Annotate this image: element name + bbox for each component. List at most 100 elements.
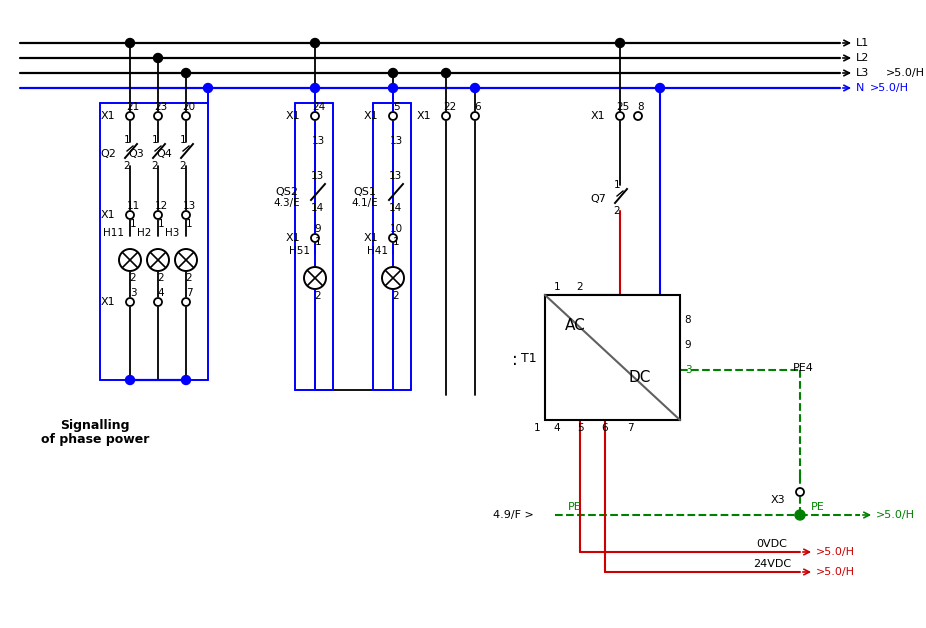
Text: 4: 4: [157, 288, 164, 298]
Circle shape: [204, 84, 212, 92]
Circle shape: [470, 84, 480, 92]
Circle shape: [389, 68, 397, 77]
Text: 4: 4: [554, 423, 560, 433]
Circle shape: [616, 112, 624, 120]
Text: X3: X3: [770, 495, 785, 505]
Text: 7: 7: [627, 423, 633, 433]
Text: 9: 9: [315, 224, 321, 234]
Text: 14: 14: [388, 203, 402, 213]
Text: H11: H11: [104, 228, 124, 238]
Text: 13: 13: [182, 201, 195, 211]
Circle shape: [389, 112, 397, 120]
Text: 4.3/E: 4.3/E: [274, 198, 300, 208]
Text: 23: 23: [155, 102, 168, 112]
Circle shape: [154, 112, 162, 120]
Text: 9: 9: [684, 340, 692, 350]
Text: 2: 2: [577, 282, 583, 292]
Text: 24VDC: 24VDC: [753, 559, 791, 569]
Text: 14: 14: [310, 203, 323, 213]
Text: 12: 12: [155, 201, 168, 211]
Text: X1: X1: [286, 233, 300, 243]
Text: 2: 2: [157, 273, 164, 283]
Text: X1: X1: [591, 111, 606, 121]
Text: PE: PE: [811, 502, 825, 512]
Circle shape: [126, 298, 134, 306]
Circle shape: [154, 298, 162, 306]
Text: H3: H3: [165, 228, 180, 238]
Text: 1: 1: [180, 135, 186, 145]
Circle shape: [311, 234, 319, 242]
Text: 1: 1: [130, 219, 136, 229]
Text: H51: H51: [290, 246, 310, 256]
Text: PE4: PE4: [793, 363, 813, 373]
Circle shape: [389, 234, 397, 242]
Text: 22: 22: [444, 102, 457, 112]
Text: 4.9/F >: 4.9/F >: [493, 510, 533, 520]
Text: Q4: Q4: [156, 149, 172, 159]
Text: 13: 13: [388, 171, 402, 181]
Text: >5.0/H: >5.0/H: [816, 547, 855, 557]
Text: AC: AC: [565, 318, 585, 332]
Text: Q3: Q3: [128, 149, 144, 159]
Text: 1: 1: [152, 135, 158, 145]
Circle shape: [126, 112, 134, 120]
Text: X1: X1: [364, 233, 379, 243]
Text: DC: DC: [629, 369, 651, 384]
Text: 5: 5: [393, 102, 399, 112]
Circle shape: [147, 249, 169, 271]
Text: 8: 8: [638, 102, 644, 112]
Text: 2: 2: [186, 273, 193, 283]
Circle shape: [471, 112, 479, 120]
Text: 2: 2: [614, 206, 620, 216]
Text: 2: 2: [152, 161, 158, 171]
Text: >5.0/H: >5.0/H: [816, 567, 855, 577]
Circle shape: [796, 488, 804, 496]
Text: 10: 10: [390, 224, 403, 234]
Text: L1: L1: [856, 38, 870, 48]
Circle shape: [181, 68, 191, 77]
Circle shape: [119, 249, 141, 271]
Text: 1: 1: [315, 237, 321, 247]
Text: 2: 2: [180, 161, 186, 171]
Circle shape: [389, 84, 397, 92]
Circle shape: [656, 84, 665, 92]
Circle shape: [382, 267, 404, 289]
Text: 20: 20: [182, 102, 195, 112]
Circle shape: [304, 267, 326, 289]
Text: >5.0/H: >5.0/H: [876, 510, 915, 520]
Text: 2: 2: [124, 161, 131, 171]
Text: L3: L3: [856, 68, 870, 78]
Text: PE: PE: [569, 502, 582, 512]
Text: 2: 2: [315, 291, 321, 301]
Text: 1: 1: [533, 423, 540, 433]
Circle shape: [795, 510, 805, 520]
Circle shape: [442, 68, 451, 77]
Text: 5: 5: [577, 423, 583, 433]
Text: X1: X1: [101, 111, 116, 121]
Circle shape: [154, 211, 162, 219]
Circle shape: [182, 211, 190, 219]
Text: QS1: QS1: [354, 187, 377, 197]
Text: of phase power: of phase power: [41, 433, 149, 447]
Circle shape: [616, 38, 624, 48]
Circle shape: [634, 112, 642, 120]
Text: 7: 7: [186, 288, 193, 298]
Text: 8: 8: [684, 315, 692, 325]
Circle shape: [310, 38, 319, 48]
Text: T1: T1: [521, 352, 537, 365]
Text: 1: 1: [554, 282, 560, 292]
Text: X1: X1: [101, 297, 116, 307]
Circle shape: [311, 112, 319, 120]
Text: 6: 6: [602, 423, 608, 433]
Text: 11: 11: [126, 201, 140, 211]
Text: 25: 25: [617, 102, 630, 112]
Circle shape: [310, 84, 319, 92]
Text: X1: X1: [364, 111, 379, 121]
Circle shape: [126, 211, 134, 219]
Circle shape: [175, 249, 197, 271]
Text: L2: L2: [856, 53, 870, 63]
Circle shape: [126, 38, 134, 48]
Text: 24: 24: [312, 102, 326, 112]
Text: 13: 13: [389, 136, 403, 146]
Text: X1: X1: [417, 111, 432, 121]
